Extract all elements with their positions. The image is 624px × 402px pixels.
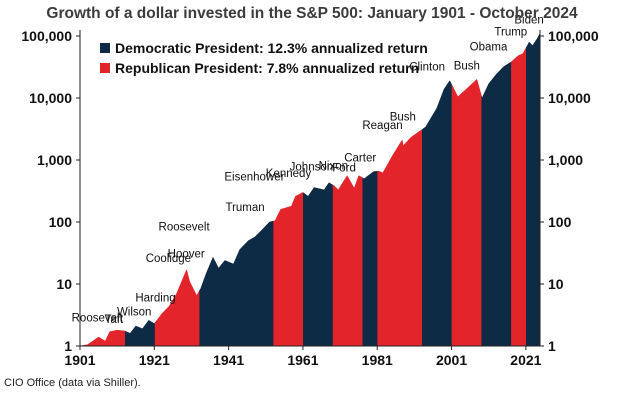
president-label-hoover: Hoover [168,249,205,261]
legend: Democratic President: 12.3% annualized r… [100,40,428,76]
area-segment-taft-1 [110,329,126,347]
president-label-roosevelt: Roosevelt [72,313,124,325]
area-layer [79,33,541,347]
y-tick-label-left: 100 [49,214,73,230]
y-tick-label-left: 1,000 [37,152,72,168]
president-label-wilson: Wilson [117,306,152,318]
area-segment-nixon-11 [332,175,354,347]
legend-swatch-republican [100,63,110,73]
area-segment-obama-18 [481,61,512,347]
area-segment-bush-15 [407,128,423,347]
area-segment-bush-17 [451,78,482,347]
president-label-roosevelt: Roosevelt [159,222,211,234]
president-label-truman: Truman [225,202,264,214]
chart-title: Growth of a dollar invested in the S&P 5… [46,5,578,22]
president-label-clinton: Clinton [409,62,445,74]
legend-label-republican: Republican President: 7.8% annualized re… [115,60,419,76]
y-tick-label-left: 10,000 [29,90,72,106]
president-label-johnson: Johnson [290,162,333,174]
president-label-eisenhower: Eisenhower [224,171,284,183]
area-segment-kennedy-9 [303,187,314,347]
president-label-taft: Taft [105,314,124,326]
y-tick-label-right: 10,000 [548,90,591,106]
axes-layer: 1 1 10 10 100 100 1,000 1,000 10,000 10,000 100,00… [21,28,598,368]
area-segment-eisenhower-8 [273,192,304,347]
y-tick-label-left: 1 [64,338,72,354]
president-label-bush: Bush [390,111,416,123]
legend-label-democratic: Democratic President: 12.3% annualized r… [115,40,428,56]
area-segment-ford-12 [353,175,364,347]
president-label-kennedy: Kennedy [266,168,312,180]
president-label-ford: Ford [332,163,356,175]
area-segment-carter-13 [362,171,378,347]
labels-layer: RooseveltTaftWilsonHardingCoolidgeHoover… [72,14,544,326]
president-label-reagan: Reagan [362,120,402,132]
president-label-bush: Bush [454,60,480,72]
x-tick-label: 1921 [139,352,170,368]
y-tick-label-right: 10 [548,276,564,292]
president-label-harding: Harding [135,293,175,305]
x-tick-label: 1941 [213,352,244,368]
president-label-biden: Biden [514,14,543,26]
legend-swatch-democratic [100,43,110,53]
president-label-nixon: Nixon [319,161,348,173]
x-tick-label: 2021 [510,352,541,368]
y-tick-label-left: 10 [56,276,72,292]
area-segment-trump-19 [511,47,527,347]
president-label-obama: Obama [470,42,508,54]
y-tick-label-right: 100 [548,214,572,230]
area-segment-biden-20 [526,33,541,347]
x-tick-label: 2001 [436,352,467,368]
y-tick-label-right: 1,000 [548,152,583,168]
president-label-coolidge: Coolidge [146,253,191,265]
x-tick-label: 1981 [362,352,393,368]
y-tick-label-right: 100,000 [548,28,599,44]
president-label-carter: Carter [344,152,376,164]
x-tick-label: 1901 [64,352,95,368]
y-tick-label-left: 100,000 [21,28,72,44]
x-tick-label: 1961 [287,352,318,368]
president-label-trump: Trump [494,27,527,39]
area-segment-johnson-10 [313,182,334,347]
y-tick-label-right: 1 [548,338,556,354]
source-note: CIO Office (data via Shiller). [4,377,141,389]
